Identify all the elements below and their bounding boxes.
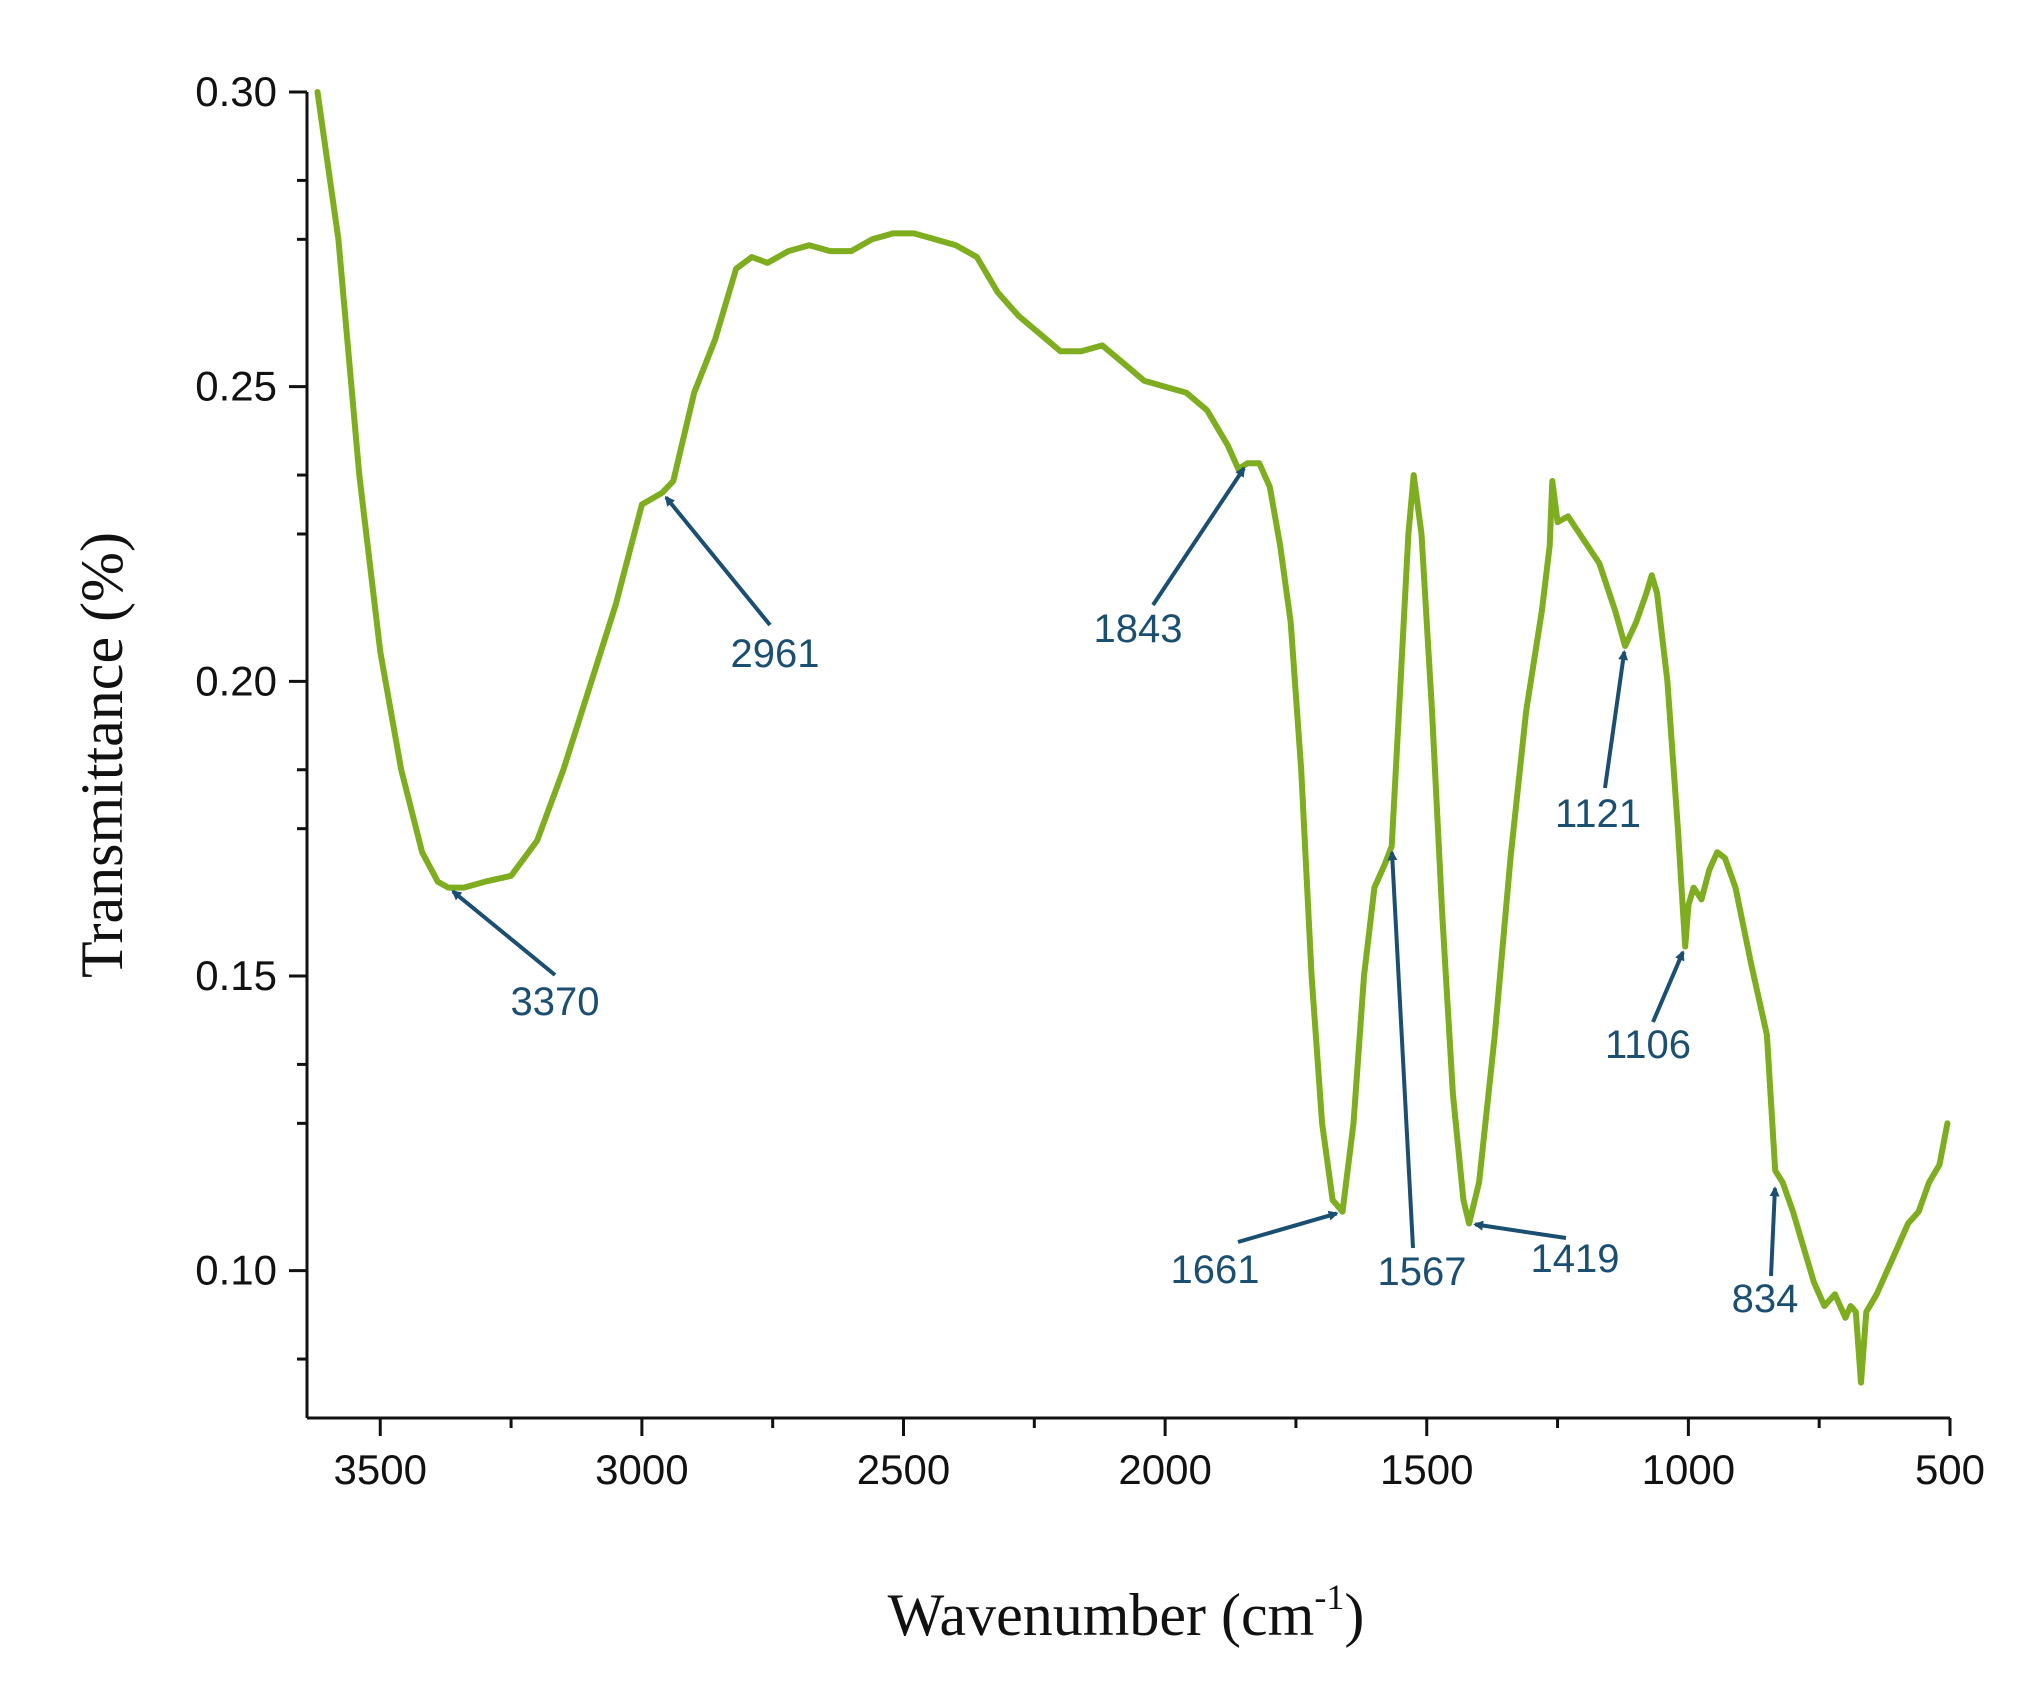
x-axis-title-superscript: -1: [1314, 1577, 1344, 1617]
annotation-arrow: [1387, 850, 1415, 1249]
annotation-label: 1419: [1531, 1237, 1620, 1281]
spectrum-line: [314, 89, 1951, 1386]
annotation-arrow: [1151, 466, 1246, 607]
x-tick-label: 1000: [1642, 1446, 1735, 1493]
annotation-label: 1567: [1378, 1250, 1467, 1294]
x-axis-title: Wavenumber (cm-1): [888, 1577, 1365, 1648]
x-axis-title-close: ): [1344, 1582, 1364, 1648]
annotation-arrow: [664, 495, 772, 627]
annotation-label: 1106: [1605, 1023, 1691, 1067]
x-tick-label: 500: [1915, 1446, 1985, 1493]
y-tick-label: 0.25: [195, 363, 277, 410]
annotation-label: 1661: [1171, 1248, 1260, 1292]
annotation-label: 1843: [1094, 607, 1183, 651]
x-tick-label: 1500: [1380, 1446, 1473, 1493]
annotation-label: 1121: [1555, 792, 1641, 836]
x-axis-title-main: Wavenumber (cm: [888, 1582, 1315, 1648]
annotation-label: 834: [1732, 1277, 1799, 1321]
annotation-label: 2961: [731, 632, 820, 676]
annotation-arrow: [1237, 1210, 1339, 1244]
y-tick-label: 0.10: [195, 1247, 277, 1294]
annotation-arrow: [1769, 1186, 1780, 1277]
annotation-arrow: [1473, 1220, 1567, 1240]
y-tick-label: 0.15: [195, 952, 277, 999]
y-tick-label: 0.20: [195, 657, 277, 704]
x-tick-label: 2500: [857, 1446, 950, 1493]
y-ticks: 0.10 0.15 0.20 0.25 0.30: [195, 68, 307, 1361]
x-tick-label: 2000: [1118, 1446, 1211, 1493]
y-tick-label: 0.30: [195, 68, 277, 115]
annotation-label: 3370: [511, 980, 600, 1024]
peak-annotations: 3370 2961 1843 1661 1567 1419 1121 1106 834: [451, 466, 1799, 1321]
y-axis-title: Transmittance (%): [69, 532, 135, 978]
annotation-arrow: [1603, 649, 1629, 789]
x-tick-label: 3500: [334, 1446, 427, 1493]
x-tick-label: 3000: [595, 1446, 688, 1493]
annotation-arrow: [1651, 950, 1685, 1023]
annotation-arrow: [451, 889, 557, 977]
x-ticks: 3500 3000 2500 2000 1500 1000 500: [334, 1418, 1985, 1493]
